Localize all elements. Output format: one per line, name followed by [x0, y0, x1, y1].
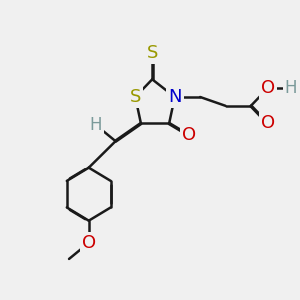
Text: O: O	[82, 234, 96, 252]
Text: S: S	[130, 88, 141, 106]
Text: S: S	[146, 44, 158, 62]
Text: N: N	[168, 88, 182, 106]
Text: H: H	[285, 79, 297, 97]
Text: O: O	[182, 126, 196, 144]
Text: H: H	[90, 116, 102, 134]
Text: O: O	[261, 79, 275, 97]
Text: O: O	[261, 115, 275, 133]
